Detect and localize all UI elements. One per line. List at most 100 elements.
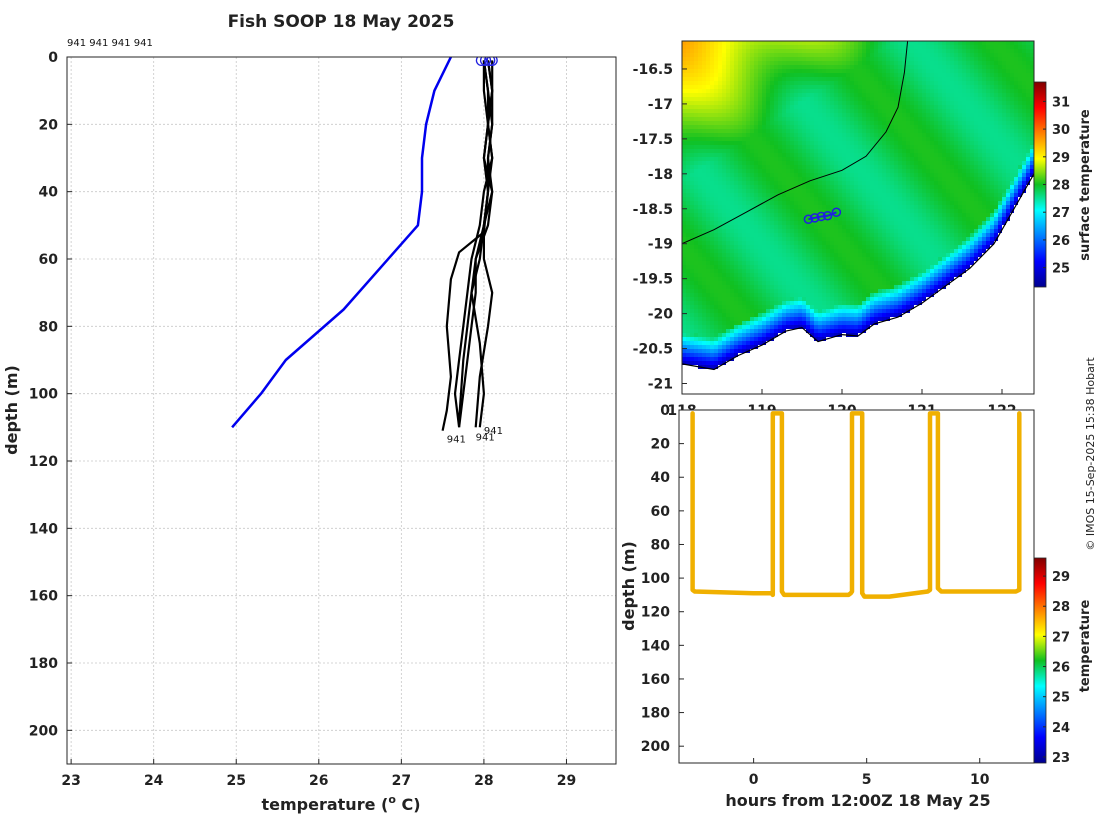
sst-cell — [930, 69, 934, 73]
sst-cell — [938, 185, 942, 189]
sst-cell — [726, 101, 730, 105]
sst-cell — [786, 233, 790, 237]
sst-cell — [730, 249, 734, 253]
sst-cell — [994, 57, 998, 61]
sst-cell — [858, 85, 862, 89]
sst-cell — [826, 65, 830, 69]
sst-cell — [794, 269, 798, 273]
sst-cell — [890, 125, 894, 129]
sst-cell — [1030, 61, 1034, 65]
sst-cell — [694, 177, 698, 181]
sst-cell — [826, 241, 830, 245]
sst-cell — [950, 169, 954, 173]
sst-cell — [806, 229, 810, 233]
sst-cell — [998, 133, 1002, 137]
sst-cell — [718, 57, 722, 61]
sst-cell — [906, 61, 910, 65]
sst-cell — [782, 93, 786, 97]
sst-cell — [950, 217, 954, 221]
sst-cell — [750, 137, 754, 141]
sst-cell — [774, 89, 778, 93]
sst-cell — [966, 201, 970, 205]
sst-cell — [966, 245, 970, 249]
sst-cell — [906, 173, 910, 177]
sst-cell — [798, 261, 802, 265]
sst-cell — [986, 185, 990, 189]
sst-cell — [714, 69, 718, 73]
sst-cell — [798, 217, 802, 221]
sst-cell — [918, 261, 922, 265]
sst-cell — [882, 221, 886, 225]
sst-cell — [958, 213, 962, 217]
sst-cell — [722, 149, 726, 153]
sst-cell — [694, 257, 698, 261]
sst-cell — [1026, 45, 1030, 49]
sst-cell — [778, 73, 782, 77]
sst-cell — [950, 197, 954, 201]
sst-cell — [918, 153, 922, 157]
sst-cell — [742, 161, 746, 165]
sst-cell — [878, 241, 882, 245]
sst-cell — [862, 257, 866, 261]
sst-cell — [830, 201, 834, 205]
sst-cell — [902, 233, 906, 237]
sst-cell — [1002, 205, 1006, 209]
sst-cell — [998, 89, 1002, 93]
sst-cell — [834, 193, 838, 197]
sst-cell — [706, 181, 710, 185]
sst-cell — [694, 201, 698, 205]
sst-cell — [886, 45, 890, 49]
sst-cell — [914, 85, 918, 89]
sst-cell — [714, 161, 718, 165]
sst-cell — [830, 257, 834, 261]
sst-cell — [930, 173, 934, 177]
sst-cell — [722, 89, 726, 93]
sst-cell — [954, 105, 958, 109]
sst-cell — [930, 177, 934, 181]
sst-cell — [738, 229, 742, 233]
sst-cell — [942, 125, 946, 129]
sst-cell — [862, 145, 866, 149]
sst-cell — [734, 197, 738, 201]
sst-cell — [686, 213, 690, 217]
sst-cell — [794, 193, 798, 197]
sst-cell — [966, 197, 970, 201]
sst-cell — [906, 141, 910, 145]
sst-cell — [898, 257, 902, 261]
sst-cell — [714, 201, 718, 205]
sst-cell — [978, 225, 982, 229]
sst-cell — [730, 233, 734, 237]
sst-cell — [770, 145, 774, 149]
sst-cell — [762, 261, 766, 265]
sst-cell — [906, 49, 910, 53]
sst-cell — [790, 225, 794, 229]
sst-cell — [914, 165, 918, 169]
sst-cell — [862, 85, 866, 89]
sst-cell — [934, 185, 938, 189]
sst-cell — [986, 41, 990, 45]
sst-cell — [854, 93, 858, 97]
sst-cell — [710, 265, 714, 269]
sst-cell — [814, 69, 818, 73]
sst-cell — [842, 69, 846, 73]
sst-cell — [862, 229, 866, 233]
sst-cell — [690, 249, 694, 253]
sst-cell — [906, 233, 910, 237]
sst-cell — [698, 161, 702, 165]
sst-cell — [910, 57, 914, 61]
sst-cell — [742, 81, 746, 85]
sst-cell — [746, 269, 750, 273]
sst-cell — [682, 145, 686, 149]
sst-cell — [778, 165, 782, 169]
sst-cell — [814, 125, 818, 129]
sst-cell — [762, 45, 766, 49]
sst-cell — [898, 141, 902, 145]
sst-cell — [934, 137, 938, 141]
sst-cell — [842, 73, 846, 77]
sst-cell — [874, 45, 878, 49]
sst-cell — [746, 73, 750, 77]
sst-cell — [962, 237, 966, 241]
sst-cell — [930, 153, 934, 157]
sst-cell — [1022, 77, 1026, 81]
sst-cell — [854, 73, 858, 77]
